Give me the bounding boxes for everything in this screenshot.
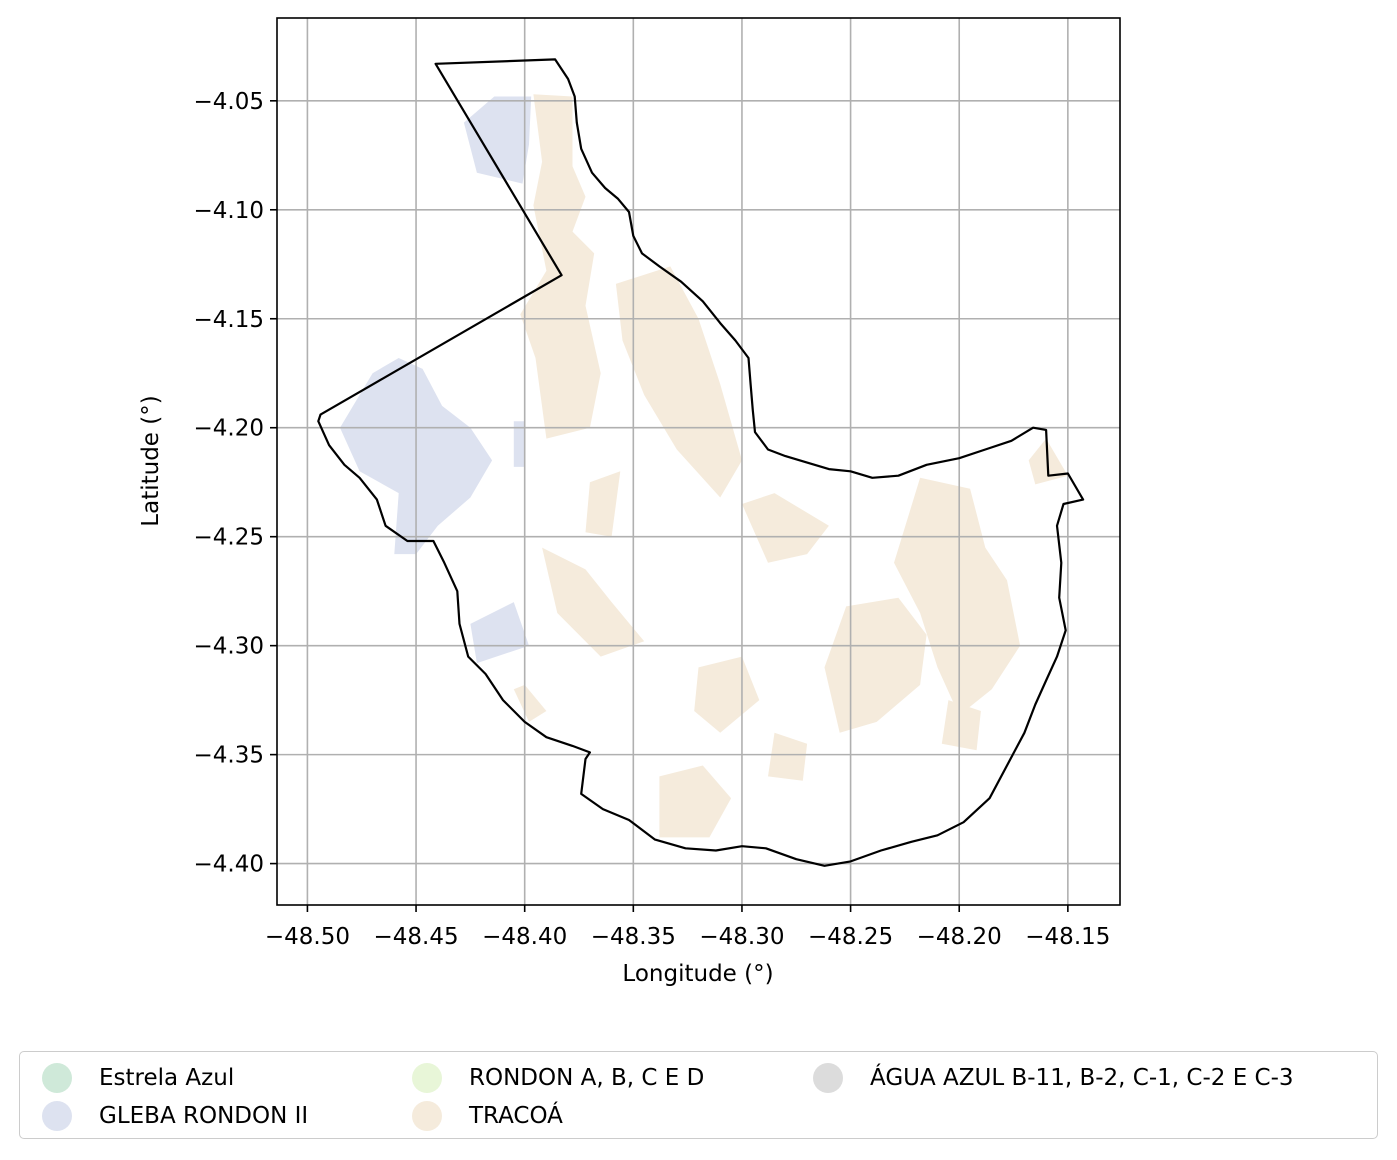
legend-item-rondon-abcd: RONDON A, B, C E D [412,1063,704,1093]
region-traco--3 [615,266,742,498]
legend-label: Estrela Azul [99,1065,235,1091]
legend-marker [412,1101,442,1131]
y-axis-label: Latitude (°) [138,395,164,526]
x-tick-label: −48.40 [482,924,567,950]
region-gleba-rondon-ii-1 [463,96,532,184]
x-tick-label: −48.25 [808,924,893,950]
legend-item-tracoa: TRACOÁ [412,1101,563,1131]
x-axis-label: Longitude (°) [622,961,773,987]
y-tick-label: −4.10 [194,198,264,224]
legend-marker [42,1101,72,1131]
y-tick-label: −4.30 [194,634,264,660]
grid-lines [277,18,1120,905]
y-tick-label: −4.35 [194,743,264,769]
x-tick-label: −48.50 [265,924,350,950]
region-traco--3 [941,700,981,751]
region-traco--3 [768,732,808,781]
legend-item-agua-azul: ÁGUA AZUL B-11, B-2, C-1, C-2 E C-3 [813,1063,1294,1093]
municipality-boundary [317,58,1085,867]
boundary-layer [317,58,1085,867]
ticks-layer: −48.50 −48.45 −48.40 −48.35 −48.30 −48.25 −48.… [194,89,1111,950]
axes-frame [276,17,1121,906]
y-tick-label: −4.05 [194,89,264,115]
y-tick-label: −4.25 [194,525,264,551]
y-tick-label: −4.40 [194,852,264,878]
region-gleba-rondon-ii-1 [513,421,525,467]
region-traco--3 [513,684,547,722]
legend-label: TRACOÁ [469,1103,563,1129]
legend-marker [412,1063,442,1093]
region-traco--3 [542,547,645,657]
x-tick-label: −48.20 [917,924,1002,950]
legend-item-gleba-rondon-ii: GLEBA RONDON II [42,1101,308,1131]
legend-item-estrela-azul: Estrela Azul [42,1063,234,1093]
x-tick-label: −48.30 [699,924,784,950]
x-tick-label: −48.35 [591,924,676,950]
region-traco--3 [659,765,732,838]
y-tick-label: −4.15 [194,307,264,333]
region-gleba-rondon-ii-1 [470,602,529,664]
region-traco--3 [694,656,760,733]
legend-label: GLEBA RONDON II [99,1103,309,1129]
legend-label: ÁGUA AZUL B-11, B-2, C-1, C-2 E C-3 [870,1065,1294,1091]
legend: Estrela Azul GLEBA RONDON II RONDON A, B… [19,1051,1378,1139]
legend-label: RONDON A, B, C E D [469,1065,705,1091]
legend-marker [813,1063,843,1093]
y-tick-label: −4.20 [194,416,264,442]
x-tick-label: −48.15 [1025,924,1110,950]
legend-marker [42,1063,72,1093]
region-traco--3 [520,94,601,439]
region-traco--3 [742,493,829,563]
x-tick-label: −48.45 [373,924,458,950]
region-traco--3 [585,471,621,537]
